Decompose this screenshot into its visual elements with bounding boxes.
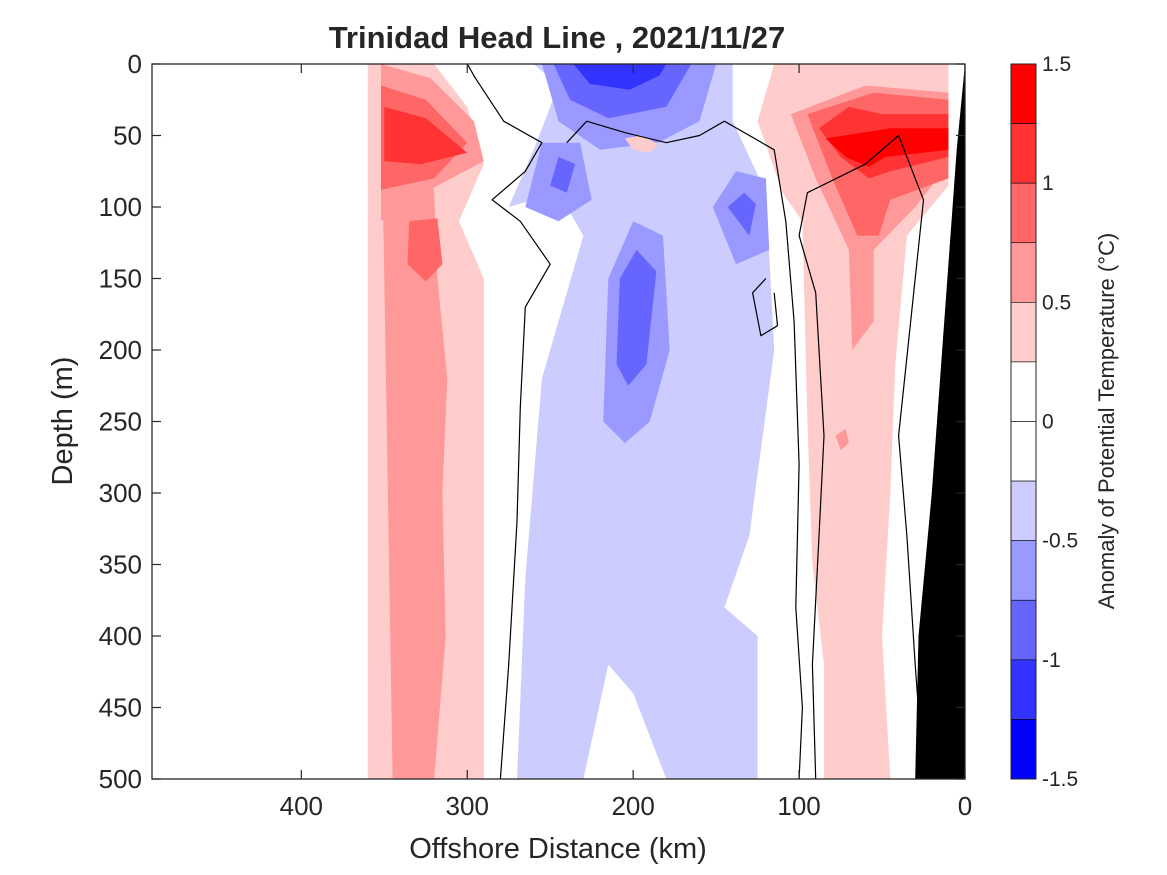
contour-region-warm-inshore-bottom-patch: [835, 428, 849, 451]
y-tick-label: 100: [99, 192, 142, 222]
y-axis-label: Depth (m): [47, 357, 79, 486]
zero-contour-line-3: [751, 278, 779, 337]
x-tick-label: 300: [446, 791, 489, 821]
x-tick-label: 400: [280, 791, 323, 821]
y-tick-label: 500: [99, 764, 142, 794]
y-tick-label: 300: [99, 478, 142, 508]
x-tick-label: 200: [611, 791, 654, 821]
contour-fill-layer: [367, 64, 949, 779]
contour-region-cool-surface-core-inner: [573, 64, 667, 90]
colorbar-segment: [1010, 540, 1037, 601]
colorbar: 1.5 1 0.5 0 -0.5 -1 -1.5: [1010, 53, 1078, 791]
contour-region-warm-patch-130m: [407, 218, 443, 282]
x-tick-label: 100: [777, 791, 820, 821]
plot-area: [151, 63, 966, 780]
zero-contour-line-4: [798, 134, 925, 779]
y-tick-label: 250: [99, 407, 142, 437]
colorbar-segment: [1010, 63, 1037, 124]
colorbar-tick-label: 0.5: [1042, 291, 1071, 314]
colorbar-label: Anomaly of Potential Temperature (°C): [1094, 233, 1119, 609]
colorbar-tick-label: 1.5: [1042, 53, 1071, 76]
zero-contour-layer: [466, 64, 925, 779]
colorbar-segment: [1010, 361, 1037, 422]
colorbar-tick-label: -1: [1042, 649, 1061, 672]
zero-contour-line-1: [466, 64, 551, 779]
colorbar-tick-label: 0: [1042, 411, 1054, 434]
x-axis-label: Offshore Distance (km): [409, 833, 707, 865]
x-axis: 400 300 200 100 0: [280, 64, 972, 821]
colorbar-segment: [1010, 659, 1037, 720]
y-tick-label: 150: [99, 264, 142, 294]
x-tick-label: 0: [958, 791, 972, 821]
bathymetry-mask-layer: [915, 64, 965, 779]
colorbar-tick-label: 1: [1042, 172, 1054, 195]
colorbar-segment: [1010, 599, 1037, 661]
bathymetry-mask: [915, 64, 965, 779]
colorbar-segment: [1010, 421, 1037, 482]
colorbar-tick-label: -0.5: [1042, 530, 1078, 553]
colorbar-segment: [1010, 719, 1037, 780]
y-tick-label: 450: [99, 693, 142, 723]
colorbar-segment: [1010, 302, 1037, 363]
y-tick-label: 0: [128, 49, 142, 79]
y-tick-label: 350: [99, 550, 142, 580]
y-axis: 0 50 100 150 200 250 300 350 400 450 500: [99, 49, 965, 794]
contour-region-warm-inshore-surface-inner: [825, 128, 949, 167]
zero-contour-line-2: [566, 120, 804, 779]
y-tick-label: 400: [99, 621, 142, 651]
contour-region-warm-surface-tongue-core: [384, 106, 468, 165]
y-tick-label: 50: [113, 121, 142, 151]
colorbar-frame: [1010, 63, 1037, 780]
colorbar-segment: [1010, 182, 1037, 244]
colorbar-segment: [1010, 123, 1037, 184]
y-tick-label: 200: [99, 335, 142, 365]
contour-region-cool-cell-80m-core: [550, 156, 576, 193]
contour-region-warm-patch-60m-center: [624, 135, 659, 153]
colorbar-segment: [1010, 480, 1037, 541]
contour-region-warm-band-inshore: [757, 64, 949, 779]
chart-title: Trinidad Head Line , 2021/11/27: [329, 20, 786, 55]
contour-region-cool-cell-110m-core: [727, 192, 756, 236]
colorbar-segment: [1010, 242, 1037, 303]
colorbar-tick-label: -1.5: [1042, 768, 1078, 791]
contour-region-cool-column-200m-core: [616, 249, 657, 386]
